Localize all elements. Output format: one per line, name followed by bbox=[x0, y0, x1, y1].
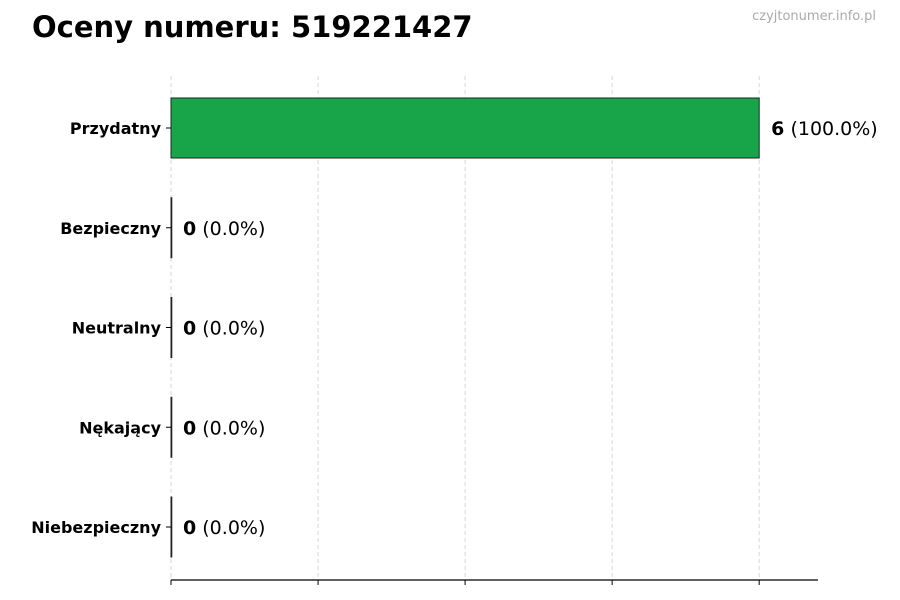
bar bbox=[170, 496, 173, 558]
data-label-count: 0 bbox=[183, 318, 196, 340]
bar bbox=[170, 297, 173, 358]
data-label: 0 (0.0%) bbox=[183, 417, 265, 439]
data-label: 0 (0.0%) bbox=[183, 517, 265, 539]
data-label: 6 (100.0%) bbox=[771, 118, 878, 140]
bar bbox=[170, 97, 760, 159]
data-label-percent: (0.0%) bbox=[196, 417, 265, 439]
bar bbox=[170, 396, 173, 458]
data-label-count: 0 bbox=[183, 218, 196, 240]
watermark: czyjtonumer.info.pl bbox=[752, 9, 876, 24]
data-label: 0 (0.0%) bbox=[183, 218, 265, 240]
category-label: Bezpieczny bbox=[60, 219, 161, 238]
data-label-percent: (0.0%) bbox=[196, 517, 265, 539]
data-label-percent: (100.0%) bbox=[784, 118, 877, 140]
bar bbox=[170, 197, 173, 259]
category-label: Nękający bbox=[79, 418, 161, 437]
category-label: Niebezpieczny bbox=[31, 518, 161, 537]
data-label: 0 (0.0%) bbox=[183, 318, 265, 340]
data-label-percent: (0.0%) bbox=[196, 218, 265, 240]
category-label: Neutralny bbox=[72, 319, 162, 338]
data-label-count: 0 bbox=[183, 417, 196, 439]
data-label-count: 0 bbox=[183, 517, 196, 539]
data-label-count: 6 bbox=[771, 118, 784, 140]
data-label-percent: (0.0%) bbox=[196, 318, 265, 340]
chart-title: Oceny numeru: 519221427 bbox=[32, 10, 473, 44]
category-label: Przydatny bbox=[70, 119, 162, 138]
